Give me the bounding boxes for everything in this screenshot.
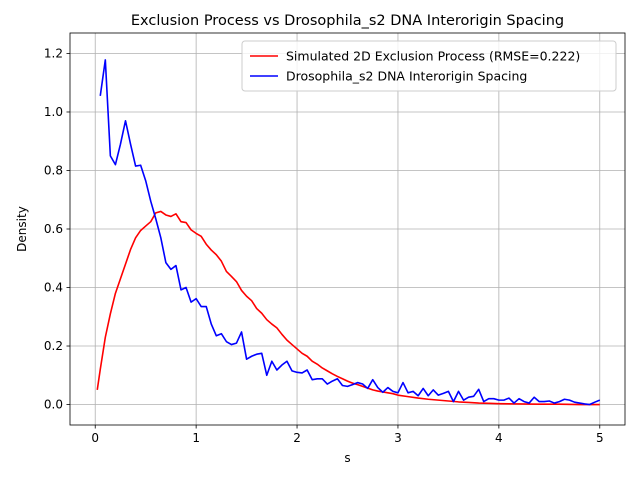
y-tick-label: 1.2	[44, 47, 63, 61]
y-tick-label: 0.8	[44, 164, 63, 178]
y-axis-label: Density	[15, 206, 29, 252]
plot-frame	[69, 32, 626, 426]
series-line-0	[96, 210, 600, 406]
legend-label-0: Simulated 2D Exclusion Process (RMSE=0.2…	[286, 49, 580, 64]
y-tick-label: 0.0	[44, 398, 63, 412]
x-tick-label: 3	[394, 431, 402, 445]
legend: Simulated 2D Exclusion Process (RMSE=0.2…	[241, 40, 617, 92]
legend-box	[241, 40, 617, 92]
chart-title: Exclusion Process vs Drosophila_s2 DNA I…	[131, 13, 564, 29]
y-tick-label: 1.0	[44, 105, 63, 119]
y-tick-label: 0.4	[44, 281, 63, 295]
x-tick-label: 1	[192, 431, 200, 445]
y-tick-label: 0.6	[44, 222, 63, 236]
x-tick-label: 5	[596, 431, 604, 445]
y-tick-label: 0.2	[44, 339, 63, 353]
x-tick-label: 0	[91, 431, 99, 445]
x-axis-label: s	[344, 451, 350, 465]
axis-ticks: 0 1 2 3 4 5 0.0 0.2 0.4 0.6 0.8 1.0 1.2	[44, 47, 604, 445]
x-tick-label: 4	[495, 431, 503, 445]
x-tick-label: 2	[293, 431, 301, 445]
series-lines	[96, 59, 601, 406]
legend-label-1: Drosophila_s2 DNA Interorigin Spacing	[286, 69, 527, 84]
series-line-1	[99, 59, 601, 406]
